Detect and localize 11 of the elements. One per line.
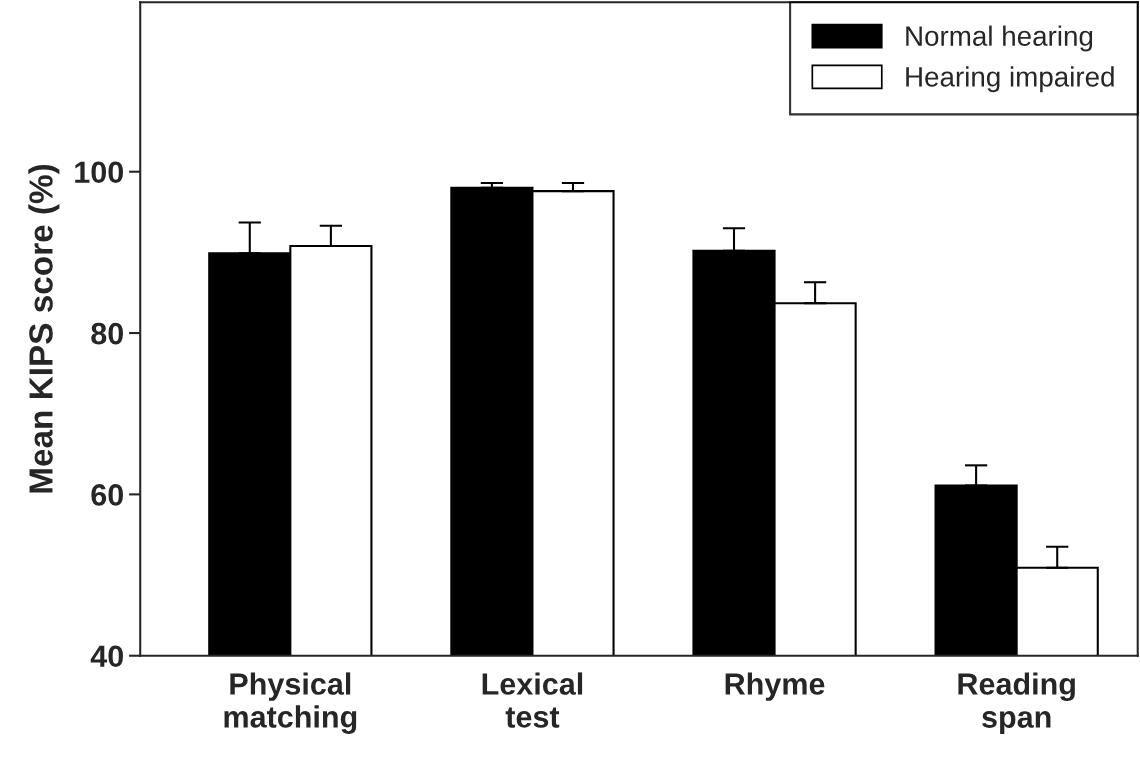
y-tick-label: 80 xyxy=(91,322,123,345)
x-tick-label: Physical matching xyxy=(224,672,357,734)
y-tick-label: 40 xyxy=(90,645,123,668)
legend-label: Hearing impaired xyxy=(906,66,1114,93)
x-tick-label: Lexical test xyxy=(482,672,583,728)
y-tick-label: 100 xyxy=(75,161,123,184)
x-tick-label: Rhyme xyxy=(725,672,825,701)
x-tick-label: Reading span xyxy=(958,672,1075,734)
y-tick-label: 60 xyxy=(91,484,123,506)
legend-label: Normal hearing xyxy=(906,25,1093,52)
y-axis-title: Mean KIPS score (%) xyxy=(28,164,60,493)
